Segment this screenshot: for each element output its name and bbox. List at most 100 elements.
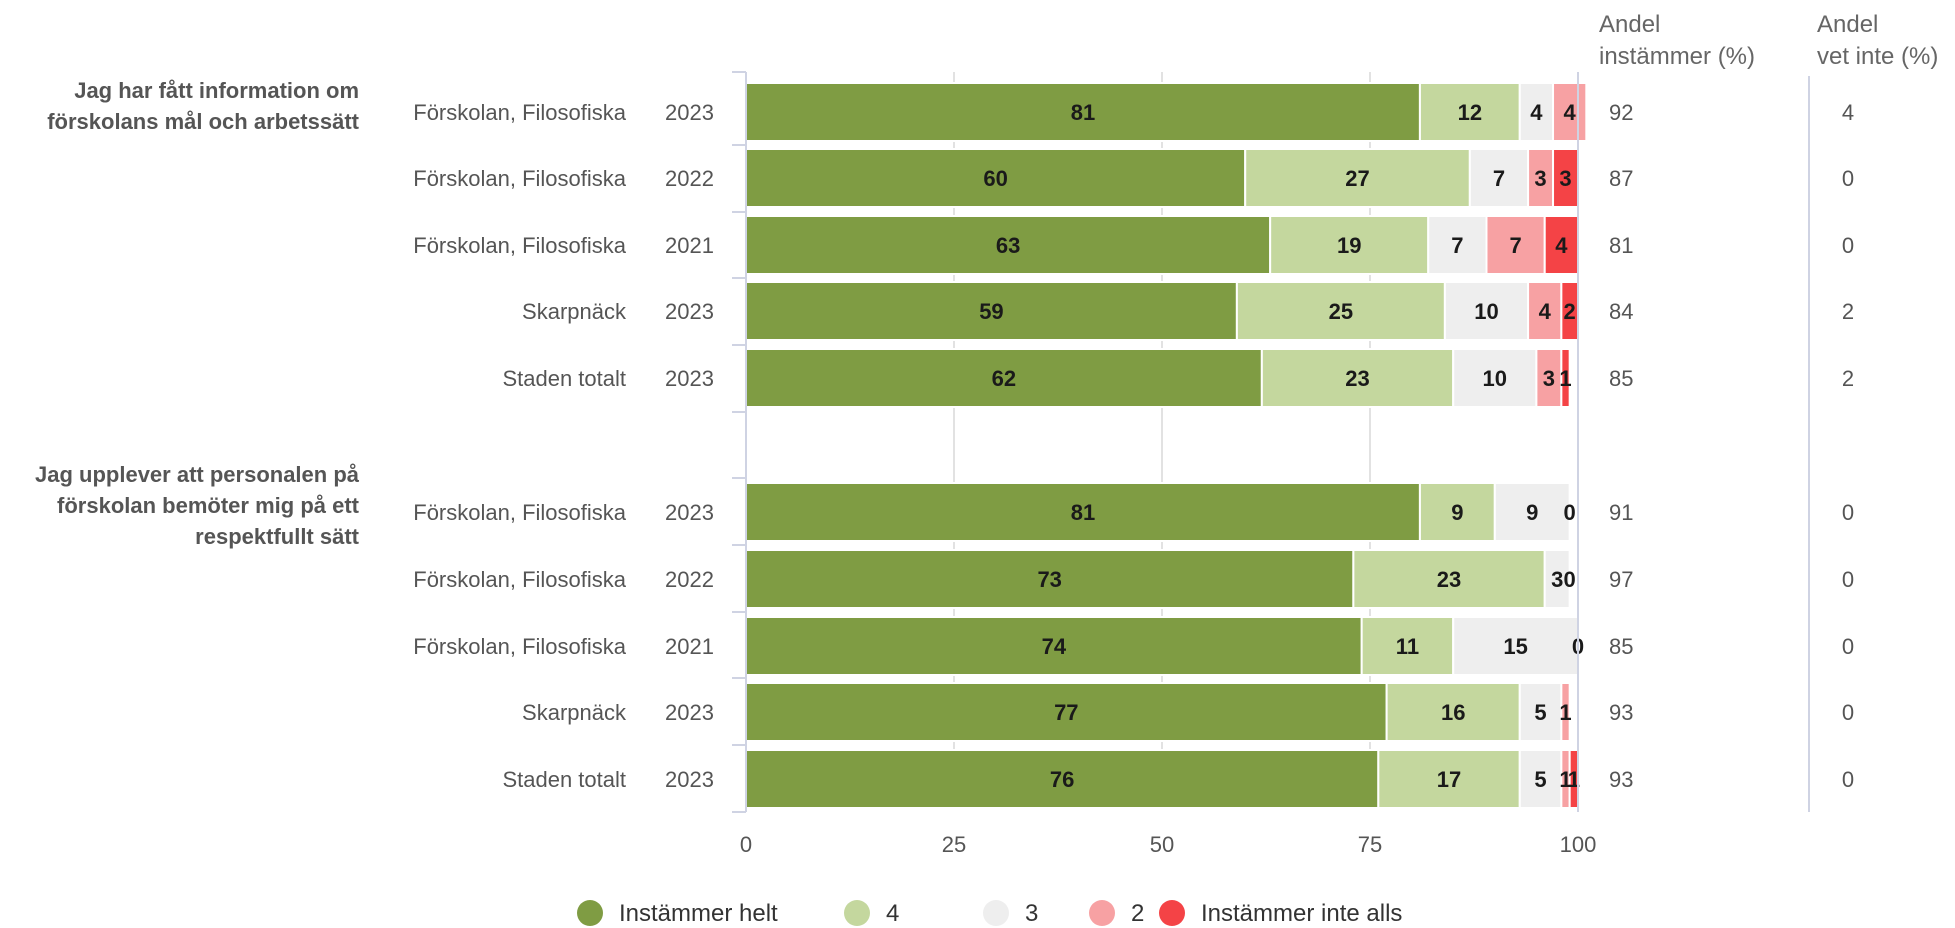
share-dont-know-value: 2 — [1842, 366, 1854, 391]
row-year-label: 2022 — [665, 567, 714, 592]
data-label: 4 — [1555, 233, 1568, 258]
bar-segment — [1427, 215, 1488, 275]
bar-segment — [745, 749, 1380, 809]
bar-segment — [1377, 749, 1521, 809]
bar-segment — [1493, 482, 1571, 542]
legend[interactable]: Instämmer helt 4 3 2 Instämmer inte alls — [577, 900, 1402, 927]
bar-segment — [745, 482, 1421, 542]
column-header-share-dont-know: Andel vet inte (%) — [1817, 11, 1938, 70]
data-label: 10 — [1483, 366, 1507, 391]
bar-segment — [1244, 148, 1471, 208]
row-unit-label: Skarpnäck — [522, 700, 627, 725]
row-unit-label: Skarpnäck — [522, 299, 627, 324]
data-label: 4 — [1530, 100, 1543, 125]
share-dont-know-value: 0 — [1842, 166, 1854, 191]
share-agree-value: 91 — [1609, 500, 1633, 525]
data-label: 3 — [1543, 366, 1555, 391]
bar-segment — [745, 215, 1272, 275]
share-dont-know-value: 0 — [1842, 767, 1854, 792]
x-tick-label: 100 — [1560, 832, 1597, 857]
row-unit-label: Förskolan, Filosofiska — [413, 567, 627, 592]
legend-label: 3 — [1025, 900, 1038, 927]
row-year-label: 2023 — [665, 500, 714, 525]
x-tick-label: 75 — [1358, 832, 1382, 857]
legend-label: Instämmer inte alls — [1201, 900, 1402, 927]
share-agree-value: 97 — [1609, 567, 1633, 592]
legend-swatch — [844, 900, 870, 926]
data-label: 2 — [1564, 299, 1576, 324]
data-label: 9 — [1526, 500, 1538, 525]
row-unit-label: Staden totalt — [502, 767, 626, 792]
bar-segment — [1385, 682, 1521, 742]
legend-item[interactable]: 3 — [983, 900, 1038, 927]
legend-item[interactable]: Instämmer helt — [577, 900, 778, 927]
bar-segment — [1560, 348, 1571, 408]
bar-segment — [1485, 215, 1546, 275]
data-label: 81 — [1071, 500, 1095, 525]
row-unit-label: Förskolan, Filosofiska — [413, 233, 627, 258]
share-agree-value: 85 — [1609, 634, 1633, 659]
legend-label: 2 — [1131, 900, 1144, 927]
data-label: 81 — [1071, 100, 1095, 125]
labels: Jag har fått information om förskolans må… — [35, 78, 1584, 792]
bar-segment — [745, 616, 1363, 676]
bar-segment — [745, 549, 1355, 609]
data-label: 1 — [1559, 700, 1571, 725]
bar-segment — [745, 348, 1263, 408]
legend-item[interactable]: 4 — [844, 900, 899, 927]
data-label: 25 — [1329, 299, 1353, 324]
data-label: 9 — [1451, 500, 1463, 525]
legend-label: 4 — [886, 900, 899, 927]
data-label: 3 — [1559, 166, 1571, 191]
data-label: 3 — [1551, 567, 1563, 592]
legend-swatch — [1089, 900, 1115, 926]
bar-segment — [1527, 281, 1563, 341]
data-label: 23 — [1345, 366, 1369, 391]
bar-segment — [1418, 82, 1521, 142]
bar-segment — [1352, 549, 1546, 609]
data-label: 15 — [1503, 634, 1527, 659]
share-agree-value: 92 — [1609, 100, 1633, 125]
data-label: 7 — [1493, 166, 1505, 191]
data-label: 76 — [1050, 767, 1074, 792]
row-year-label: 2023 — [665, 700, 714, 725]
row-unit-label: Förskolan, Filosofiska — [413, 634, 627, 659]
x-tick-label: 25 — [942, 832, 966, 857]
share-dont-know-value: 4 — [1842, 100, 1854, 125]
data-label: 1 — [1568, 767, 1580, 792]
row-year-label: 2023 — [665, 767, 714, 792]
data-label: 27 — [1345, 166, 1369, 191]
data-label: 73 — [1037, 567, 1061, 592]
legend-item[interactable]: 2 — [1089, 900, 1144, 927]
bar-segment — [1269, 215, 1430, 275]
row-unit-label: Förskolan, Filosofiska — [413, 500, 627, 525]
data-label: 63 — [996, 233, 1020, 258]
bar-segment — [1260, 348, 1455, 408]
row-unit-label: Förskolan, Filosofiska — [413, 166, 627, 191]
legend-label: Instämmer helt — [619, 900, 778, 927]
data-label: 16 — [1441, 700, 1465, 725]
legend-item[interactable]: Instämmer inte alls — [1159, 900, 1402, 927]
column-header-share-agree: Andel instämmer (%) — [1599, 11, 1755, 70]
data-label: 17 — [1437, 767, 1461, 792]
data-label: 1 — [1559, 767, 1571, 792]
bar-segment — [745, 82, 1421, 142]
bar-segment — [1543, 549, 1571, 609]
data-label: 77 — [1054, 700, 1078, 725]
bar-segment — [1518, 749, 1563, 809]
share-dont-know-value: 0 — [1842, 500, 1854, 525]
share-dont-know-value: 0 — [1842, 567, 1854, 592]
row-year-label: 2023 — [665, 366, 714, 391]
row-year-label: 2021 — [665, 233, 714, 258]
share-agree-value: 84 — [1609, 299, 1633, 324]
bar-segment — [745, 682, 1388, 742]
share-dont-know-value: 0 — [1842, 233, 1854, 258]
data-label: 60 — [983, 166, 1007, 191]
row-year-label: 2022 — [665, 166, 714, 191]
data-label: 4 — [1539, 299, 1552, 324]
question-label: Jag har fått information om förskolans må… — [47, 78, 359, 134]
legend-swatch — [983, 900, 1009, 926]
row-unit-label: Förskolan, Filosofiska — [413, 100, 627, 125]
data-label: 5 — [1534, 767, 1546, 792]
